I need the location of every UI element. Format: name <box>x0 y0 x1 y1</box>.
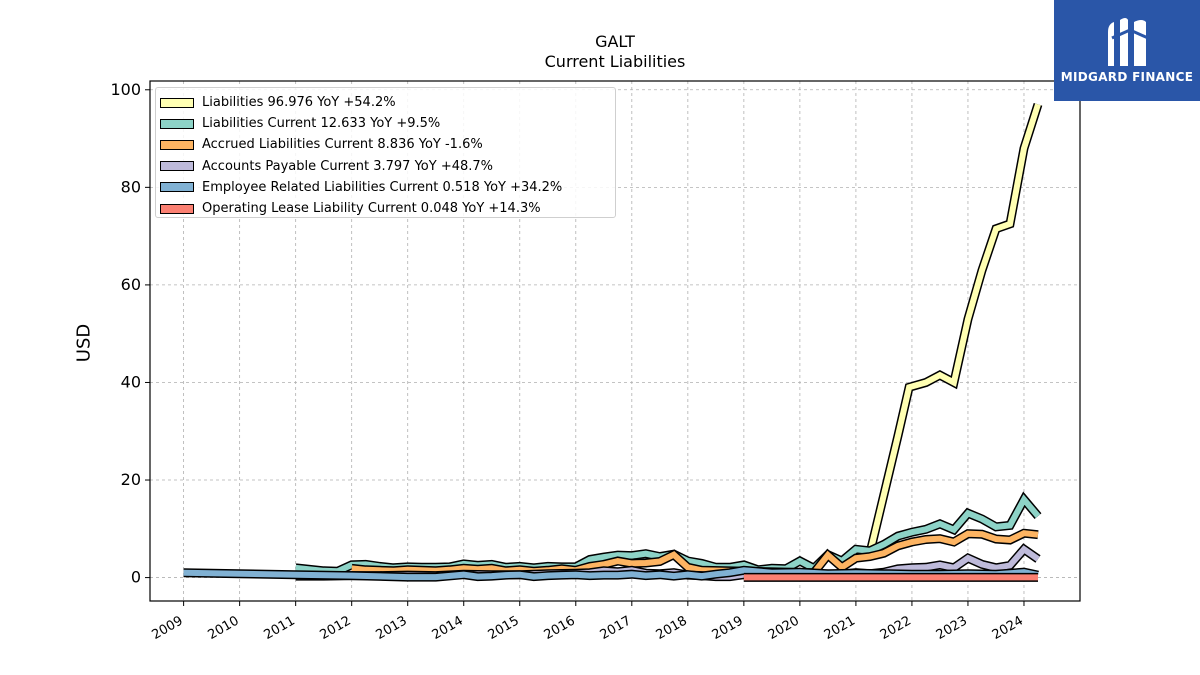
x-tick-label: 2015 <box>486 613 522 643</box>
legend-item-liabilities-current: Liabilities Current 12.633 YoY +9.5% <box>156 113 615 134</box>
brand-name: MIDGARD FINANCE <box>1060 70 1194 84</box>
y-tick-label: 0 <box>131 568 141 587</box>
x-tick-label: 2014 <box>430 613 466 643</box>
plot-frame <box>149 80 1081 602</box>
y-tick-label: 60 <box>121 275 141 294</box>
legend-swatch <box>160 161 194 172</box>
legend-item-operating-lease-liability: Operating Lease Liability Current 0.048 … <box>156 198 615 219</box>
legend-swatch <box>160 118 194 129</box>
legend-item-liabilities: Liabilities 96.976 YoY +54.2% <box>156 92 615 113</box>
y-axis-label: USD <box>73 323 95 363</box>
legend-swatch <box>160 97 194 108</box>
legend-swatch <box>160 139 194 150</box>
midgard-m-logo-icon <box>1108 18 1149 66</box>
x-tick-label: 2021 <box>822 613 858 643</box>
legend-label: Employee Related Liabilities Current 0.5… <box>202 179 563 195</box>
x-tick-label: 2012 <box>318 613 354 643</box>
series-line-accrued-liabilities-current <box>351 530 1039 576</box>
legend-label: Accounts Payable Current 3.797 YoY +48.7… <box>202 158 494 174</box>
chart-subtitle: Current Liabilities <box>544 52 686 71</box>
x-tick-label: 2016 <box>542 613 578 643</box>
y-tick-label: 100 <box>110 80 141 99</box>
legend-swatch <box>160 203 194 214</box>
series-outline-liabilities <box>865 103 1043 555</box>
legend-label: Liabilities 96.976 YoY +54.2% <box>202 95 396 111</box>
x-tick-label: 2024 <box>990 613 1026 643</box>
brand-logo: MIDGARD FINANCE <box>1054 0 1200 101</box>
legend-item-accrued-liabilities-current: Accrued Liabilities Current 8.836 YoY -1… <box>156 134 615 155</box>
x-tick-label: 2017 <box>598 613 634 643</box>
y-tick-label: 40 <box>121 372 141 391</box>
y-tick-label: 20 <box>121 470 141 489</box>
x-tick-label: 2010 <box>205 613 241 643</box>
series-line-liabilities <box>866 103 1041 554</box>
legend-item-accounts-payable-current: Accounts Payable Current 3.797 YoY +48.7… <box>156 156 615 177</box>
legend-label: Operating Lease Liability Current 0.048 … <box>202 201 541 217</box>
legend-label: Accrued Liabilities Current 8.836 YoY -1… <box>202 137 483 153</box>
legend-label: Liabilities Current 12.633 YoY +9.5% <box>202 116 441 132</box>
x-tick-label: 2019 <box>710 613 746 643</box>
chart-legend: Liabilities 96.976 YoY +54.2% Liabilitie… <box>155 87 616 218</box>
y-tick-label: 80 <box>121 177 141 196</box>
x-tick-label: 2011 <box>262 613 298 643</box>
x-tick-label: 2018 <box>654 613 690 643</box>
x-tick-label: 2013 <box>374 613 410 643</box>
x-tick-label: 2009 <box>149 613 185 643</box>
legend-item-employee-related-liabilities: Employee Related Liabilities Current 0.5… <box>156 177 615 198</box>
x-tick-label: 2022 <box>878 613 914 643</box>
legend-swatch <box>160 182 194 193</box>
chart-title: GALT <box>595 32 635 51</box>
x-tick-label: 2020 <box>766 613 802 643</box>
x-tick-label: 2023 <box>934 613 970 643</box>
